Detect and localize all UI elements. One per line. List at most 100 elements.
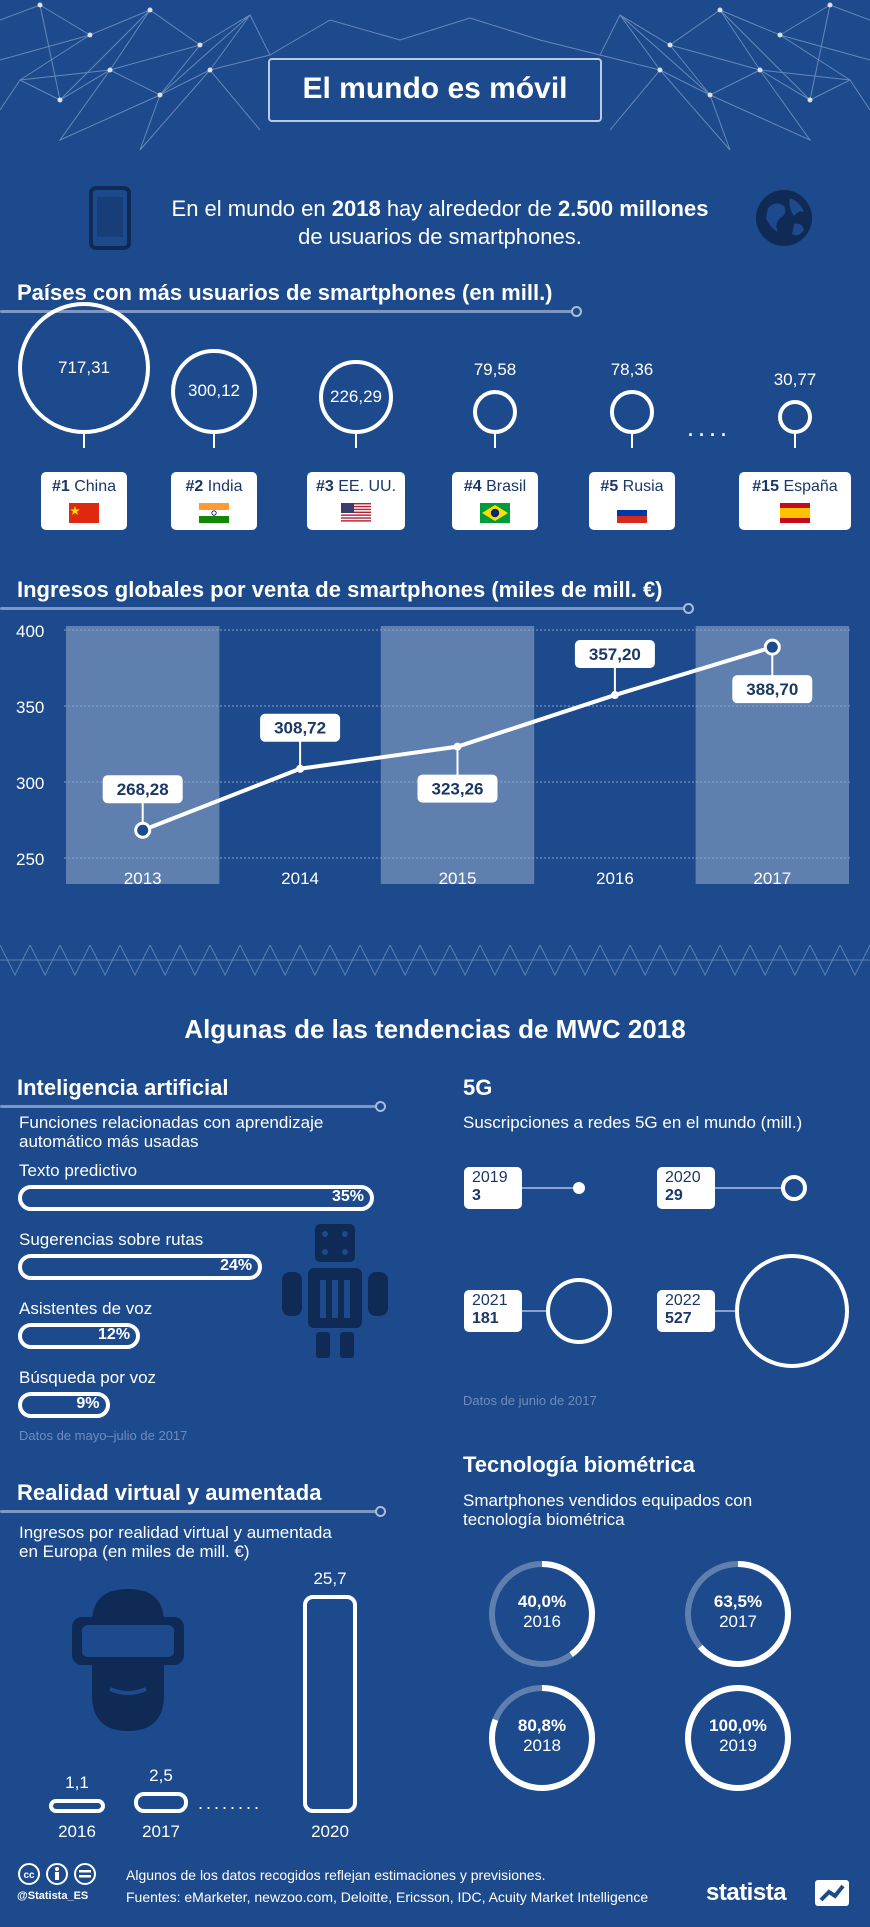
value-label: 388,70 [746, 680, 798, 699]
bio-year: 2018 [523, 1736, 561, 1755]
vr-bar [303, 1595, 357, 1813]
country-name: Brasil [486, 478, 527, 495]
country-tag-label: #4 Brasil [452, 478, 538, 496]
fiveg-subtitle: Suscripciones a redes 5G en el mundo (mi… [463, 1113, 803, 1132]
ai-note: Datos de mayo–julio de 2017 [19, 1428, 188, 1443]
country-tag-label: #2 India [171, 478, 257, 496]
country-rank: #15 [752, 478, 779, 495]
statista-logo-icon [815, 1880, 849, 1906]
bio-ring [685, 1685, 791, 1791]
value-label: 268,28 [117, 780, 169, 799]
flag-usa-icon [341, 503, 371, 523]
country-value: 717,31 [58, 358, 110, 377]
bio-ring [489, 1561, 595, 1667]
country-bubble [18, 302, 150, 434]
value-label: 357,20 [589, 645, 641, 664]
country-bubble [318, 359, 394, 434]
value-label-box [574, 640, 655, 669]
vr-value: 1,1 [65, 1773, 89, 1792]
value-label-box [102, 775, 183, 804]
bio-value: 40,0% [517, 1592, 567, 1611]
fiveg-title: 5G [463, 1075, 493, 1100]
ai-item-label: Asistentes de voz [19, 1299, 153, 1318]
country-value: 78,36 [610, 360, 654, 380]
flag-brasil-icon [480, 503, 510, 523]
fiveg-tag: 2022 527 [657, 1290, 715, 1332]
bio-ring [489, 1685, 595, 1791]
countries-title: Países con más usuarios de smartphones (… [17, 280, 553, 305]
bio-ring-progress [489, 1561, 595, 1667]
ai-title: Inteligencia artificial [17, 1075, 229, 1100]
countries-ellipsis: · · · · [688, 425, 727, 445]
data-point [453, 742, 462, 751]
revenue-line-chart: 400 350 300 250 2013 2014 2015 2016 2017 268,28 30… [16, 622, 851, 888]
fiveg-year: 2020 [665, 1169, 701, 1186]
country-connector [494, 434, 496, 448]
y-tick-label: 350 [16, 698, 44, 717]
country-rank: #2 [185, 478, 204, 495]
fiveg-connector [715, 1310, 735, 1312]
fiveg-year: 2019 [472, 1169, 508, 1186]
ai-item-label: Texto predictivo [19, 1161, 138, 1180]
license-icons: cc [18, 1863, 96, 1885]
revenue-chart-title: Ingresos globales por venta de smartphon… [17, 577, 663, 602]
fiveg-year: 2022 [665, 1292, 701, 1309]
vr-bar [49, 1799, 105, 1813]
ai-item-label: Búsqueda por voz [19, 1368, 157, 1387]
fiveg-connector [522, 1310, 546, 1312]
flag-espana-icon [780, 503, 810, 523]
country-connector [213, 434, 215, 448]
country-name: España [783, 478, 838, 495]
bio-year: 2019 [719, 1736, 757, 1755]
country-rank: #3 [315, 478, 334, 495]
ai-item-bar [18, 1185, 374, 1211]
x-tick-label: 2015 [439, 869, 477, 888]
country-tag: #2 India [171, 472, 257, 530]
svg-text:cc: cc [23, 1870, 35, 1881]
vr-year: 2020 [311, 1822, 349, 1841]
ai-item-bar [18, 1392, 110, 1418]
country-name: EE. UU. [338, 478, 397, 495]
revenue-title-rule [0, 603, 694, 614]
country-tag-label: #5 Rusia [589, 478, 675, 496]
bio-year: 2017 [719, 1612, 757, 1631]
value-label-box [732, 675, 813, 704]
fiveg-bubble [735, 1254, 849, 1368]
ai-item-value: 35% [331, 1188, 364, 1205]
fiveg-tag: 2020 29 [657, 1167, 715, 1209]
smartphone-icon [89, 186, 131, 250]
bio-ring-progress [685, 1561, 791, 1667]
country-bubble [778, 400, 812, 434]
globe-icon [756, 190, 812, 246]
vr-headset-icon [72, 1589, 184, 1731]
vr-year: 2017 [142, 1822, 180, 1841]
flag-rusia-icon [617, 503, 647, 523]
fiveg-value: 181 [472, 1310, 499, 1327]
trends-title: Algunas de las tendencias de MWC 2018 [184, 1014, 686, 1044]
fiveg-year: 2021 [472, 1292, 508, 1309]
value-label-box [260, 713, 341, 742]
vr-title-rule [0, 1506, 386, 1517]
fiveg-value: 29 [665, 1187, 683, 1204]
country-tag-label: #1 China [41, 478, 127, 496]
flag-india-icon [199, 503, 229, 523]
bio-ring-progress [489, 1685, 595, 1791]
countries-title-rule [0, 306, 582, 317]
fiveg-dot [573, 1182, 585, 1194]
ai-item-value: 9% [76, 1395, 100, 1412]
bio-year: 2016 [523, 1612, 561, 1631]
country-bubble [610, 390, 654, 434]
country-tag-label: #3 EE. UU. [307, 478, 405, 496]
fiveg-tag: 2019 3 [464, 1167, 522, 1209]
ai-item-value: 24% [220, 1257, 253, 1274]
country-tag: #5 Rusia [589, 472, 675, 530]
country-connector [355, 434, 357, 448]
bio-title: Tecnología biométrica [463, 1452, 695, 1477]
bio-value: 63,5% [713, 1592, 763, 1611]
country-connector [631, 434, 633, 448]
data-point [610, 691, 619, 700]
country-connector [83, 434, 85, 448]
ai-item-value: 12% [98, 1326, 131, 1343]
bio-value: 80,8% [517, 1716, 567, 1735]
vr-value: 25,7 [313, 1569, 347, 1588]
